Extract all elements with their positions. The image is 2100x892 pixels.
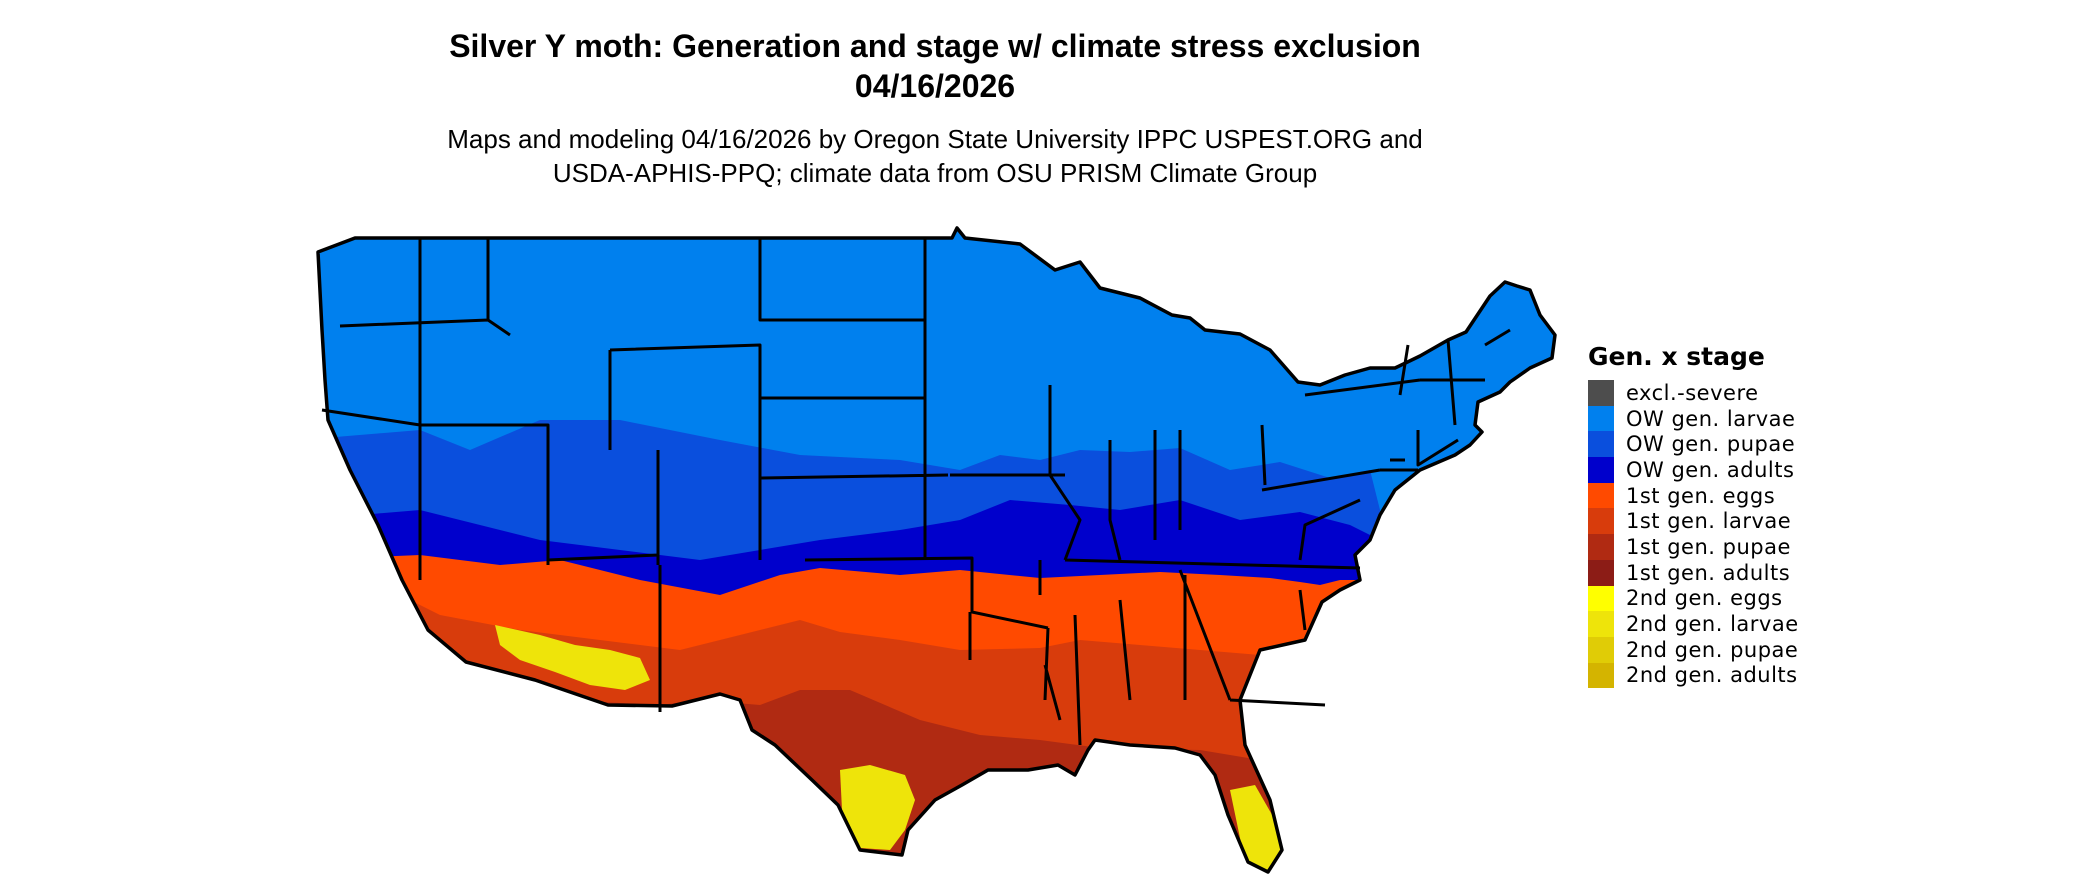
legend-label: 1st gen. eggs [1626, 483, 1776, 508]
legend-label: 1st gen. adults [1626, 560, 1791, 585]
legend-label: 1st gen. pupae [1626, 534, 1791, 559]
legend-swatch [1588, 380, 1614, 406]
map-credit-line-1: Maps and modeling 04/16/2026 by Oregon S… [447, 124, 1423, 154]
zone-2nd-gen-eggs-tx [840, 765, 915, 850]
legend-item: OW gen. pupae [1588, 431, 1799, 458]
legend-item: 2nd gen. pupae [1588, 636, 1799, 663]
legend-item: 1st gen. pupae [1588, 534, 1799, 560]
legend-item: excl.-severe [1588, 380, 1799, 406]
legend-label: OW gen. pupae [1626, 432, 1796, 457]
legend-label: 1st gen. larvae [1626, 509, 1792, 534]
legend-swatch [1588, 636, 1614, 663]
legend-swatch [1588, 482, 1614, 509]
legend-item: 2nd gen. larvae [1588, 611, 1799, 637]
legend-swatch [1588, 611, 1614, 637]
map-date: 04/16/2026 [854, 68, 1016, 104]
legend-swatch [1588, 559, 1614, 586]
zone-2nd-gen-eggs-sw [495, 625, 650, 690]
legend: Gen. x stage excl.-severe OW gen. larvae O… [1588, 342, 1799, 689]
legend-swatch [1588, 662, 1614, 689]
legend-item: 1st gen. larvae [1588, 508, 1799, 535]
legend-title: Gen. x stage [1588, 342, 1765, 371]
legend-label: 2nd gen. eggs [1626, 586, 1783, 611]
legend-swatch [1588, 405, 1614, 432]
legend-item: 1st gen. eggs [1588, 482, 1799, 509]
legend-item: OW gen. adults [1588, 457, 1799, 483]
legend-label: excl.-severe [1626, 380, 1759, 405]
legend-swatch [1588, 534, 1614, 560]
legend-label: 2nd gen. adults [1626, 663, 1798, 688]
legend-item: 2nd gen. eggs [1588, 585, 1799, 612]
stage-zones [318, 228, 1555, 872]
legend-swatch [1588, 508, 1614, 535]
legend-swatch [1588, 585, 1614, 612]
map-credit-line-2: USDA-APHIS-PPQ; climate data from OSU PR… [552, 158, 1318, 188]
legend-items: excl.-severe OW gen. larvae OW gen. pupae O… [1588, 380, 1799, 689]
map-title: Silver Y moth: Generation and stage w/ c… [449, 28, 1421, 64]
legend-item: 1st gen. adults [1588, 559, 1799, 586]
state-borders [321, 238, 1511, 746]
legend-item: 2nd gen. adults [1588, 662, 1799, 689]
legend-swatch [1588, 457, 1614, 483]
legend-label: OW gen. larvae [1626, 406, 1796, 431]
legend-item: OW gen. larvae [1588, 405, 1799, 432]
legend-swatch [1588, 431, 1614, 458]
legend-label: 2nd gen. larvae [1626, 612, 1799, 637]
legend-label: 2nd gen. pupae [1626, 637, 1799, 662]
legend-label: OW gen. adults [1626, 457, 1795, 482]
